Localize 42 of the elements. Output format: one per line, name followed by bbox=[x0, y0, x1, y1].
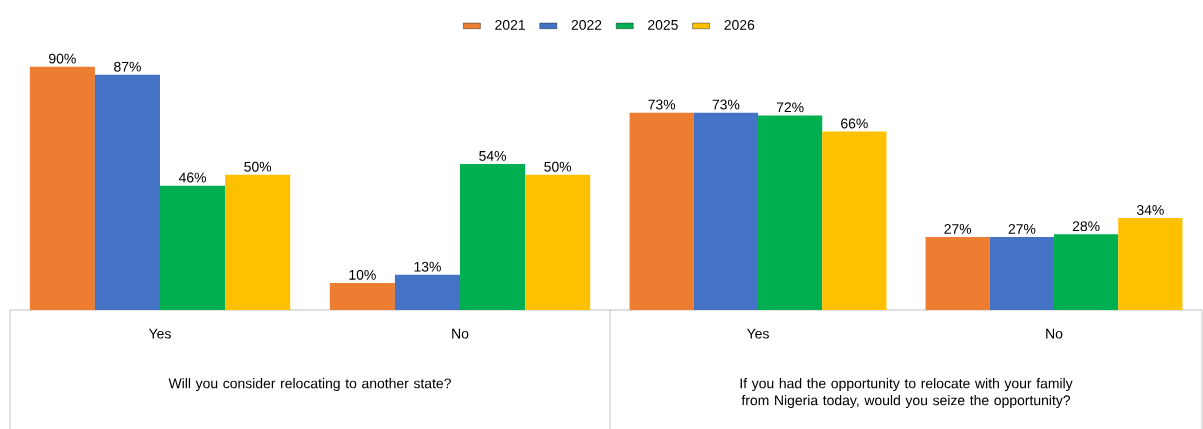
x-tick-label: Yes bbox=[746, 328, 769, 339]
data-label: 50% bbox=[244, 161, 272, 172]
data-label: 27% bbox=[944, 223, 972, 234]
data-label: 13% bbox=[414, 261, 441, 272]
data-label: 72% bbox=[776, 102, 804, 113]
legend-label: 2021 bbox=[495, 19, 525, 30]
x-tick-label: No bbox=[1046, 328, 1063, 339]
x-axis-title: Will you consider relocating to another state? bbox=[168, 377, 451, 391]
data-label: 10% bbox=[349, 269, 376, 280]
x-tick-label: No bbox=[452, 328, 469, 339]
bar bbox=[1118, 218, 1183, 310]
bar bbox=[460, 163, 526, 310]
bar bbox=[629, 112, 694, 310]
bar bbox=[29, 66, 95, 310]
x-tick-label: Yes bbox=[148, 328, 171, 339]
data-label: 73% bbox=[712, 99, 740, 110]
bar bbox=[1054, 234, 1119, 310]
bar bbox=[160, 185, 226, 310]
data-label: 66% bbox=[841, 118, 868, 129]
data-label: 27% bbox=[1008, 223, 1036, 234]
data-label: 73% bbox=[648, 99, 676, 110]
bar bbox=[822, 131, 887, 310]
x-axis-title: If you had the opportunity to relocate with your family from Nigeria today, would you seize the opportunity? bbox=[740, 377, 1073, 408]
data-label: 54% bbox=[479, 150, 507, 161]
bar bbox=[225, 174, 291, 310]
bar bbox=[989, 236, 1055, 310]
data-label: 87% bbox=[114, 61, 141, 72]
legend-label: 2026 bbox=[724, 19, 755, 30]
data-label: 34% bbox=[1136, 204, 1164, 215]
bar bbox=[525, 174, 591, 310]
data-label: 28% bbox=[1072, 221, 1100, 232]
bar bbox=[758, 115, 823, 310]
data-label: 90% bbox=[49, 53, 76, 64]
bar bbox=[94, 74, 161, 310]
data-label: 50% bbox=[544, 161, 572, 172]
legend-label: 2025 bbox=[648, 19, 678, 30]
bar bbox=[693, 112, 759, 310]
bar bbox=[329, 282, 395, 310]
data-label: 46% bbox=[178, 172, 207, 183]
bar bbox=[394, 274, 461, 310]
bar bbox=[925, 236, 990, 310]
legend-label: 2022 bbox=[571, 19, 602, 30]
